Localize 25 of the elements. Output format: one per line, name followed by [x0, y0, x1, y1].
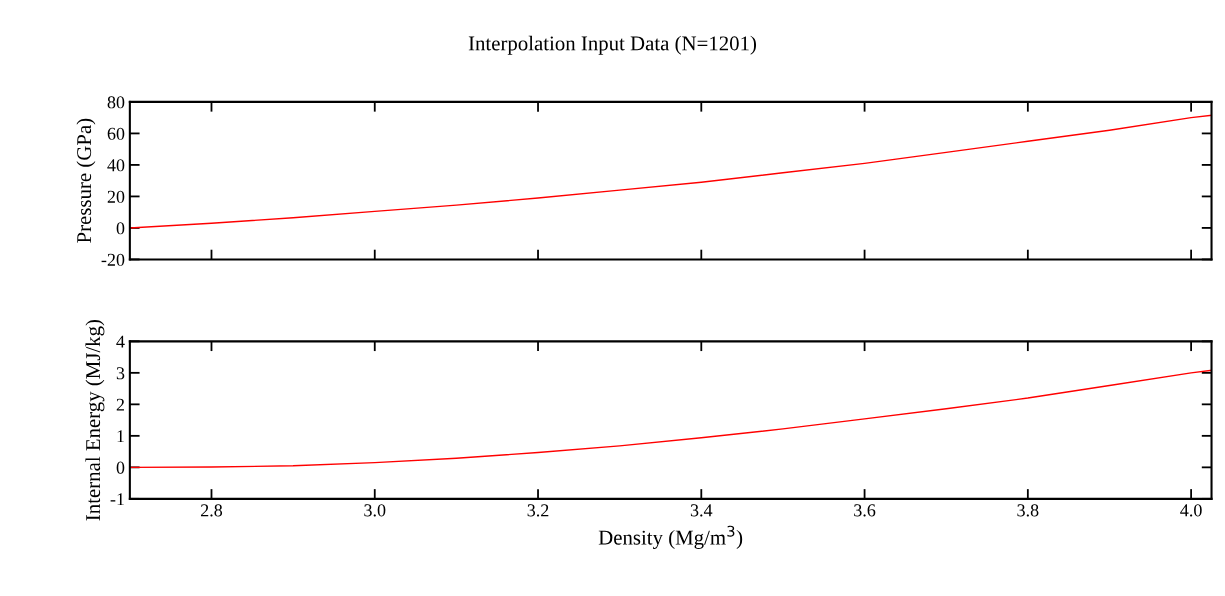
y-tick-label: -20	[101, 253, 125, 266]
y-axis-title: Pressure (GPa)	[76, 118, 96, 243]
x-tick-label: 3.6	[854, 504, 876, 517]
x-tick-label: 3.4	[690, 504, 713, 517]
y-tick-label: 0	[116, 222, 125, 235]
y-tick-label: 1	[117, 430, 124, 443]
x-tick-label: 4.0	[1180, 504, 1202, 517]
y-tick-label: 4	[116, 335, 125, 348]
x-tick-label: 3.2	[527, 504, 549, 517]
y-tick-label: 40	[107, 159, 125, 172]
y-tick-label: 0	[116, 461, 125, 474]
y-tick-label: 2	[116, 398, 124, 411]
y-tick-label: 60	[107, 127, 125, 140]
y-tick-label: 80	[107, 96, 125, 109]
y-axis-title: Internal Energy (MJ/kg)	[85, 319, 105, 521]
y-tick-label: 3	[116, 367, 125, 380]
y-tick-label: -1	[110, 493, 124, 506]
y-tick-label: 20	[107, 190, 125, 203]
line-series	[129, 369, 1212, 469]
x-axis-title: Density (Mg/m$^{3}$)	[598, 525, 743, 549]
x-tick-label: 3.8	[1017, 504, 1039, 517]
chart-title: Interpolation Input Data (N=1201)	[468, 35, 757, 55]
x-tick-label: 2.8	[200, 504, 223, 517]
x-tick-label: 3.0	[364, 504, 386, 517]
line-series	[129, 114, 1212, 229]
